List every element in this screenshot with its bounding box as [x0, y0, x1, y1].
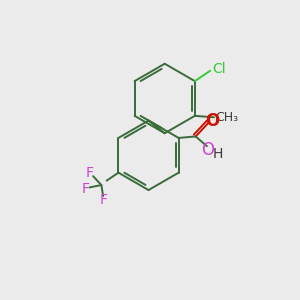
Text: O: O [202, 141, 214, 159]
Text: F: F [81, 182, 89, 196]
Text: Cl: Cl [212, 62, 226, 76]
Text: F: F [100, 193, 108, 207]
Text: F: F [85, 166, 94, 180]
Text: CH₃: CH₃ [215, 111, 238, 124]
Text: H: H [212, 147, 223, 161]
Text: O: O [206, 112, 220, 130]
